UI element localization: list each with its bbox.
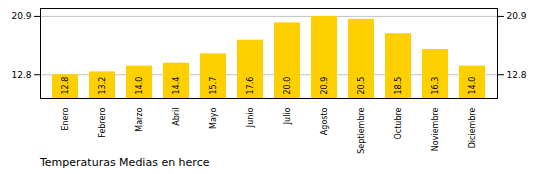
svg-text:12.8: 12.8 bbox=[11, 70, 31, 80]
svg-text:16.3: 16.3 bbox=[431, 77, 440, 95]
html-text:Temperaturas Medias en herce: Temperaturas Medias en herce bbox=[40, 156, 210, 169]
svg-text:20.9: 20.9 bbox=[507, 11, 527, 21]
svg-text:Junio: Junio bbox=[246, 107, 255, 128]
svg-text:Abril: Abril bbox=[172, 108, 181, 126]
svg-text:14.0: 14.0 bbox=[468, 77, 477, 95]
svg-text:Diciembre: Diciembre bbox=[468, 107, 477, 148]
svg-text:14.4: 14.4 bbox=[172, 77, 181, 95]
svg-text:15.7: 15.7 bbox=[209, 77, 218, 95]
svg-text:Julio: Julio bbox=[283, 107, 292, 125]
svg-text:Octubre: Octubre bbox=[394, 107, 403, 139]
svg-text:20.5: 20.5 bbox=[357, 77, 366, 95]
svg-text:Marzo: Marzo bbox=[135, 107, 144, 131]
svg-text:12.8: 12.8 bbox=[61, 77, 70, 95]
svg-text:20.0: 20.0 bbox=[283, 77, 292, 95]
svg-text:14.0: 14.0 bbox=[135, 77, 144, 95]
svg-text:Enero: Enero bbox=[61, 107, 70, 130]
svg-text:Agosto: Agosto bbox=[320, 107, 329, 135]
svg-text:Noviembre: Noviembre bbox=[431, 107, 440, 151]
svg-text:Mayo: Mayo bbox=[209, 107, 218, 129]
svg-text:17.6: 17.6 bbox=[246, 77, 255, 95]
svg-text:13.2: 13.2 bbox=[98, 77, 107, 95]
svg-text:Febrero: Febrero bbox=[98, 107, 107, 137]
svg-text:20.9: 20.9 bbox=[11, 11, 31, 21]
svg-text:Septiembre: Septiembre bbox=[357, 107, 366, 153]
svg-text:18.5: 18.5 bbox=[394, 77, 403, 95]
svg-text:20.9: 20.9 bbox=[320, 77, 329, 95]
svg-text:12.8: 12.8 bbox=[507, 70, 527, 80]
